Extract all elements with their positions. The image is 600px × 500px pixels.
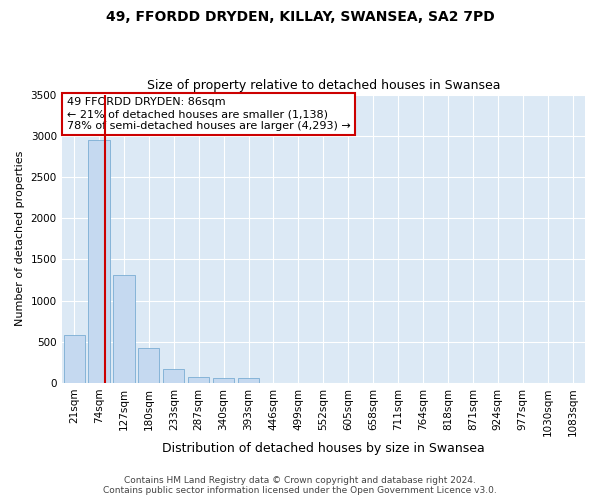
X-axis label: Distribution of detached houses by size in Swansea: Distribution of detached houses by size …: [162, 442, 485, 455]
Bar: [188, 377, 209, 383]
Bar: [88, 140, 110, 383]
Text: 49, FFORDD DRYDEN, KILLAY, SWANSEA, SA2 7PD: 49, FFORDD DRYDEN, KILLAY, SWANSEA, SA2 …: [106, 10, 494, 24]
Bar: [213, 378, 234, 383]
Y-axis label: Number of detached properties: Number of detached properties: [15, 151, 25, 326]
Title: Size of property relative to detached houses in Swansea: Size of property relative to detached ho…: [146, 79, 500, 92]
Bar: [163, 368, 184, 383]
Bar: [113, 275, 134, 383]
Text: Contains HM Land Registry data © Crown copyright and database right 2024.
Contai: Contains HM Land Registry data © Crown c…: [103, 476, 497, 495]
Bar: [138, 348, 160, 383]
Bar: [64, 335, 85, 383]
Text: 49 FFORDD DRYDEN: 86sqm
← 21% of detached houses are smaller (1,138)
78% of semi: 49 FFORDD DRYDEN: 86sqm ← 21% of detache…: [67, 98, 350, 130]
Bar: [238, 378, 259, 383]
